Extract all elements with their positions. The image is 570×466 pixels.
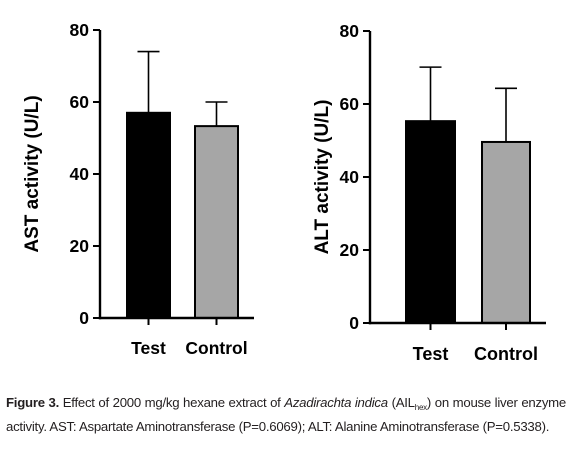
alt-y-tick-label: 20	[340, 240, 360, 260]
caption-text-2: ) on mouse liver enzyme activity. AST: A…	[6, 395, 566, 434]
alt-category-label: Control	[474, 344, 538, 364]
figure-caption: Figure 3. Effect of 2000 mg/kg hexane ex…	[6, 393, 566, 436]
alt-y-tick-label: 60	[340, 94, 360, 114]
figure-label: Figure 3.	[6, 395, 60, 410]
alt-chart: 0 20 40 60 80 Test Control ALT activity (U/L)	[312, 21, 546, 364]
alt-y-tick-label: 80	[340, 21, 360, 41]
alt-category-label: Test	[413, 344, 449, 364]
ast-y-axis-title: AST activity (U/L)	[22, 95, 43, 252]
ast-category-label: Test	[131, 338, 166, 358]
species-name: Azadirachta indica	[284, 395, 388, 410]
caption-text-1: Effect of 2000 mg/kg hexane extract of	[62, 395, 281, 410]
caption-subscript: hex	[414, 403, 427, 412]
alt-bar-test	[405, 120, 456, 324]
ast-y-tick-label: 20	[70, 236, 90, 256]
ast-y-tick-label: 0	[79, 308, 89, 328]
ast-y-tick-label: 80	[70, 20, 90, 40]
caption-open-paren: (AIL	[391, 395, 415, 410]
alt-y-tick-label: 0	[349, 313, 359, 333]
ast-bar-test	[126, 111, 171, 319]
ast-bar-control	[194, 125, 239, 320]
ast-y-tick-label: 60	[70, 92, 90, 112]
alt-y-axis-title: ALT activity (U/L)	[312, 100, 333, 255]
ast-y-tick-label: 40	[70, 164, 90, 184]
ast-chart: 0 20 40 60 80 Test Control AST activity (U/L)	[22, 20, 254, 358]
alt-y-tick-label: 40	[340, 167, 360, 187]
alt-bar-control	[481, 140, 531, 324]
ast-category-label: Control	[185, 338, 247, 358]
chart-area: 0 20 40 60 80 Test Control AST activity (U/L) 0…	[22, 20, 546, 364]
